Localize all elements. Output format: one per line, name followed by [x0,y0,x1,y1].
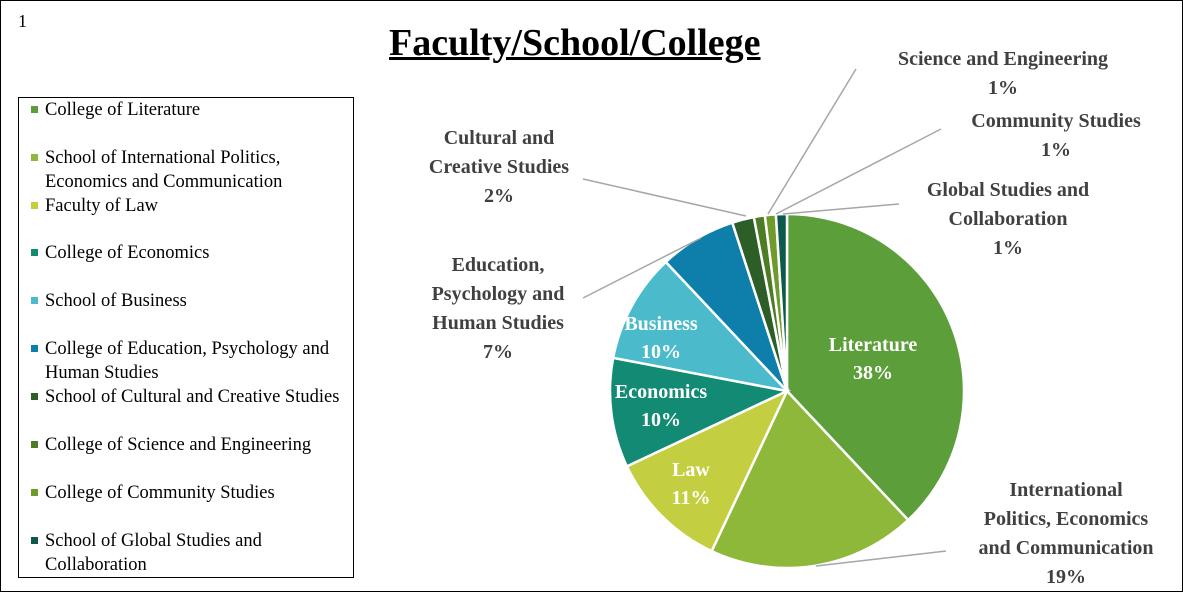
data-label: Collaboration [949,208,1068,230]
legend-label: Faculty of Law [45,196,159,216]
data-label: Economics [615,381,707,403]
data-label: 10% [641,409,681,431]
legend-swatch [31,202,38,209]
data-label: Business [624,313,698,335]
legend-label: College of Science and Engineering [45,435,312,455]
legend-label: College of Economics [45,243,210,263]
data-label: Human Studies [432,312,564,334]
data-label: Education, [452,254,545,276]
data-label: Law [672,459,710,481]
legend-swatch [31,106,38,113]
data-label: 2% [484,185,514,207]
legend-swatch [31,249,38,256]
legend-label: School of International Politics, Econom… [45,148,283,192]
data-label: 7% [483,341,513,363]
pie-slice [611,260,791,393]
data-label: 10% [641,341,681,363]
data-label: 1% [1041,139,1071,161]
pie-slice [625,388,790,553]
leader-line [815,550,947,567]
leader-line [582,178,747,217]
legend-swatch [31,489,38,496]
data-label: Community Studies [971,110,1141,132]
chart-legend: College of Literature School of Internati… [18,97,354,578]
legend-label: College of Community Studies [45,483,275,503]
legend-swatch [31,154,38,161]
legend-swatch [31,441,38,448]
legend-label: School of Business [45,291,187,311]
legend-swatch [31,393,38,400]
data-label: Global Studies and [927,179,1089,201]
data-label: and Communication [978,537,1153,559]
legend-label: School of Cultural and Creative Studies [45,387,340,407]
data-label: 1% [988,77,1018,99]
data-label: Cultural and [444,127,555,149]
data-label: 11% [672,487,711,509]
data-label: 19% [1046,566,1086,588]
data-label: Psychology and [432,283,565,305]
legend-swatch [31,537,38,544]
legend-label: College of Education, Psychology and Hum… [45,339,330,383]
leader-line [582,237,702,299]
legend-label: College of Literature [45,100,201,120]
legend-swatch [31,297,38,304]
pie-slice [785,212,966,522]
pie-slice [709,388,910,570]
page-number: 1 [18,11,27,31]
legend-swatch [31,345,38,352]
data-label: Science and Engineering [898,48,1108,70]
data-label: International [1009,479,1123,501]
leader-line [767,68,857,215]
chart-title: Faculty/School/College [389,22,761,64]
data-label: 1% [993,237,1023,259]
pie-slice [608,356,792,469]
leader-line [775,128,942,215]
data-label: Literature [829,334,918,356]
leader-line [782,203,900,215]
data-label: Creative Studies [429,156,569,178]
data-label: Politics, Economics [984,508,1149,530]
data-label: 38% [853,362,893,384]
legend-label: School of Global Studies and Collaborati… [45,531,262,575]
